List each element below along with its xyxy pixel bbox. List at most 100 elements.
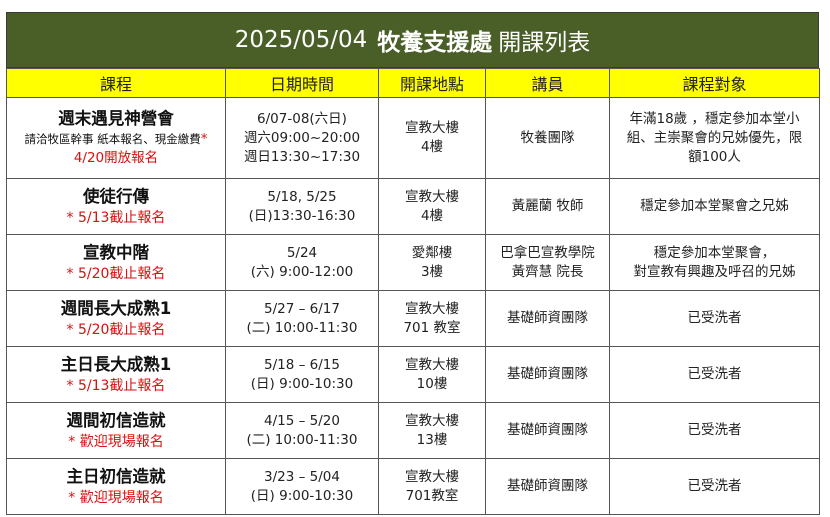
speaker-cell: 基礎師資團隊 (485, 402, 610, 459)
location-line: 10樓 (416, 375, 448, 392)
course-cell: 週間長大成熟1 * 5/20截止報名 (6, 290, 226, 347)
course-deadline: * 5/20截止報名 (66, 321, 166, 338)
speaker-line: 基礎師資團隊 (507, 366, 588, 382)
datetime-line: 5/24 (286, 244, 318, 261)
location-line: 13樓 (416, 431, 448, 448)
datetime-line: 5/27 – 6/17 (264, 300, 340, 317)
table-row: 主日長大成熟1 * 5/13截止報名 5/18 – 6/15 (日) 9:00-10:… (6, 346, 820, 403)
location-line: 701 教室 (403, 319, 461, 336)
course-deadline: * 5/20截止報名 (66, 265, 166, 282)
audience-line: 已受洗者 (687, 422, 742, 438)
datetime-line: (日) 9:00-10:30 (250, 487, 354, 504)
table-row: 使徒行傳 * 5/13截止報名 5/18, 5/25 (日)13:30-16:30 宣教… (6, 178, 820, 235)
datetime-line: (二) 10:00-11:30 (246, 319, 358, 336)
audience-cell: 已受洗者 (609, 458, 820, 515)
speaker-cell: 基礎師資團隊 (485, 346, 610, 403)
header-location: 開課地點 (378, 68, 486, 98)
course-cell: 週間初信造就 * 歡迎現場報名 (6, 402, 226, 459)
course-deadline: * 5/13截止報名 (66, 209, 166, 226)
header-speaker: 講員 (485, 68, 610, 98)
datetime-line: 5/18, 5/25 (267, 188, 337, 205)
course-cell: 主日初信造就 * 歡迎現場報名 (6, 458, 226, 515)
table-row: 宣教中階 * 5/20截止報名 5/24 (六) 9:00-12:00 愛鄰樓 3樓 巴拿巴… (6, 234, 820, 291)
speaker-cell: 基礎師資團隊 (485, 458, 610, 515)
location-line: 4樓 (420, 207, 444, 224)
audience-line: 已受洗者 (687, 366, 742, 382)
course-name: 主日初信造就 (66, 466, 166, 486)
datetime-line: 週六09:00~20:00 (243, 129, 361, 146)
audience-cell: 已受洗者 (609, 402, 820, 459)
course-deadline: * 4/20開放報名 (73, 131, 208, 166)
speaker-cell: 黃麗蘭 牧師 (485, 178, 610, 235)
speaker-line: 黃齊慧 院長 (511, 263, 584, 280)
location-line: 宣教大樓 (405, 300, 459, 317)
datetime-line: 5/18 – 6/15 (264, 356, 340, 373)
location-line: 宣教大樓 (405, 468, 459, 485)
table-row: 主日初信造就 * 歡迎現場報名 3/23 – 5/04 (日) 9:00-10:30 宣… (6, 458, 820, 515)
page-title: 2025/05/04 牧養支援處 開課列表 (6, 12, 819, 68)
location-cell: 愛鄰樓 3樓 (378, 234, 486, 291)
audience-line: 對宣教有興趣及呼召的兄姊 (633, 263, 796, 280)
location-cell: 宣教大樓 701教室 (378, 458, 486, 515)
speaker-cell: 巴拿巴宣教學院 黃齊慧 院長 (485, 234, 610, 291)
speaker-cell: 基礎師資團隊 (485, 290, 610, 347)
course-cell: 週末遇見神營會請洽牧區幹事 紙本報名、現金繳費* 4/20開放報名 (6, 97, 226, 179)
header-course: 課程 (6, 68, 226, 98)
location-line: 3樓 (420, 263, 444, 280)
course-name: 週末遇見神營會 (58, 109, 174, 128)
location-line: 宣教大樓 (405, 188, 459, 205)
audience-cell: 已受洗者 (609, 346, 820, 403)
datetime-line: (六) 9:00-12:00 (250, 263, 354, 280)
table-body: 週末遇見神營會 請洽牧區幹事 紙本報名、現金繳費* 4/20開放報名 6/07-08… (6, 97, 820, 515)
audience-line: 穩定參加本堂聚會， (653, 244, 776, 261)
course-note-text: 請洽牧區幹事 紙本報名、現金繳費 (24, 132, 201, 146)
header-row: 課程 日期時間 開課地點 講員 課程對象 (6, 68, 820, 98)
datetime-cell: 6/07-08(六日) 週六09:00~20:00 週日13:30~17:30 (225, 97, 379, 179)
audience-line: 額100人 (688, 148, 741, 165)
course-name: 主日長大成熟1 (60, 354, 172, 374)
location-cell: 宣教大樓 10樓 (378, 346, 486, 403)
speaker-line: 黃麗蘭 牧師 (511, 198, 584, 214)
course-name: 使徒行傳 (83, 186, 149, 206)
datetime-cell: 5/24 (六) 9:00-12:00 (225, 234, 379, 291)
table-row: 週間長大成熟1 * 5/20截止報名 5/27 – 6/17 (二) 10:00-11… (6, 290, 820, 347)
table-row: 週間初信造就 * 歡迎現場報名 4/15 – 5/20 (二) 10:00-11:30… (6, 402, 820, 459)
audience-line: 組、主崇聚會的兄姊優先，限 (626, 129, 803, 146)
title-date: 2025/05/04 (234, 27, 368, 53)
datetime-line: (日) 9:00-10:30 (250, 375, 354, 392)
course-deadline: * 歡迎現場報名 (68, 489, 164, 506)
location-cell: 宣教大樓 13樓 (378, 402, 486, 459)
audience-line: 年滿18歲 ，穩定參加本堂小 (629, 110, 800, 127)
course-cell: 主日長大成熟1 * 5/13截止報名 (6, 346, 226, 403)
datetime-line: 週日13:30~17:30 (243, 148, 361, 165)
datetime-line: (日)13:30-16:30 (248, 207, 356, 224)
datetime-line: 4/15 – 5/20 (264, 412, 340, 429)
datetime-cell: 5/27 – 6/17 (二) 10:00-11:30 (225, 290, 379, 347)
datetime-cell: 5/18 – 6/15 (日) 9:00-10:30 (225, 346, 379, 403)
audience-line: 已受洗者 (687, 310, 742, 326)
header-datetime: 日期時間 (225, 68, 379, 98)
datetime-line: (二) 10:00-11:30 (246, 431, 358, 448)
audience-cell: 已受洗者 (609, 290, 820, 347)
course-deadline: * 5/13截止報名 (66, 377, 166, 394)
audience-cell: 穩定參加本堂聚會之兄姊 (609, 178, 820, 235)
datetime-line: 3/23 – 5/04 (264, 468, 340, 485)
title-org: 牧養支援處 (377, 30, 493, 56)
location-line: 701教室 (405, 487, 459, 504)
datetime-cell: 3/23 – 5/04 (日) 9:00-10:30 (225, 458, 379, 515)
location-line: 宣教大樓 (405, 120, 459, 136)
speaker-line: 巴拿巴宣教學院 (500, 244, 595, 261)
course-cell: 宣教中階 * 5/20截止報名 (6, 234, 226, 291)
location-line: 愛鄰樓 (411, 244, 453, 261)
location-cell: 宣教大樓 701 教室 (378, 290, 486, 347)
datetime-cell: 4/15 – 5/20 (二) 10:00-11:30 (225, 402, 379, 459)
speaker-line: 基礎師資團隊 (507, 478, 588, 494)
location-cell: 宣教大樓 4樓 (378, 97, 486, 179)
location-cell: 宣教大樓 4樓 (378, 178, 486, 235)
location-line: 宣教大樓 (405, 412, 459, 429)
course-name: 宣教中階 (83, 242, 149, 262)
course-deadline: * 歡迎現場報名 (68, 433, 164, 450)
location-line: 4樓 (420, 139, 444, 155)
course-table: 課程 日期時間 開課地點 講員 課程對象 週末遇見神營會請洽牧區幹事 紙本報名、… (6, 68, 820, 515)
datetime-cell: 5/18, 5/25 (日)13:30-16:30 (225, 178, 379, 235)
